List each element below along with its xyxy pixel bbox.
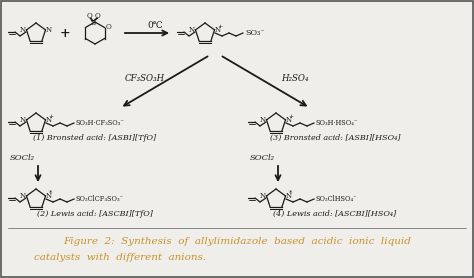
Text: +: +	[217, 24, 222, 29]
Text: N: N	[19, 116, 26, 124]
Text: O: O	[95, 12, 101, 20]
Text: SOCl₂: SOCl₂	[9, 154, 35, 162]
Text: Figure  2:  Synthesis  of  allylimidazole  based  acidic  ionic  liquid: Figure 2: Synthesis of allylimidazole ba…	[63, 237, 411, 245]
Text: SO₃H·CF₃SO₃⁻: SO₃H·CF₃SO₃⁻	[76, 119, 125, 127]
Text: (4) Lewis acid: [ASCBI][HSO₄]: (4) Lewis acid: [ASCBI][HSO₄]	[273, 210, 397, 218]
Text: *: *	[289, 190, 292, 196]
Text: SO₃⁻: SO₃⁻	[245, 29, 264, 37]
Text: CF₃SO₃H: CF₃SO₃H	[125, 73, 165, 83]
Text: SOCl₂: SOCl₂	[249, 154, 274, 162]
Text: N: N	[259, 116, 265, 124]
Text: N: N	[188, 26, 194, 34]
Text: (2) Lewis acid: [ASCBI][TfO]: (2) Lewis acid: [ASCBI][TfO]	[37, 210, 153, 218]
Text: catalysts  with  different  anions.: catalysts with different anions.	[34, 252, 206, 262]
Text: (3) Bronsted acid: [ASBI][HSO₄]: (3) Bronsted acid: [ASBI][HSO₄]	[270, 134, 400, 142]
Text: 0℃: 0℃	[147, 21, 163, 29]
Text: +: +	[288, 115, 293, 120]
Text: N: N	[46, 192, 52, 200]
Text: N: N	[46, 116, 52, 124]
Text: H₂SO₄: H₂SO₄	[281, 73, 309, 83]
Text: (1) Bronsted acid: [ASBI][TfO]: (1) Bronsted acid: [ASBI][TfO]	[34, 134, 156, 142]
Text: N: N	[286, 116, 292, 124]
Text: O: O	[106, 23, 111, 31]
Text: *: *	[49, 190, 52, 196]
Text: S: S	[91, 19, 96, 27]
Text: SO₃H·HSO₄⁻: SO₃H·HSO₄⁻	[316, 119, 358, 127]
Text: SO₂ClCF₃SO₃⁻: SO₂ClCF₃SO₃⁻	[76, 195, 124, 203]
Text: N: N	[286, 192, 292, 200]
Text: N: N	[259, 192, 265, 200]
Text: N: N	[19, 192, 26, 200]
Text: +: +	[60, 26, 70, 39]
Text: SO₂ClHSO₄⁻: SO₂ClHSO₄⁻	[316, 195, 357, 203]
Text: +: +	[48, 115, 53, 120]
Text: N: N	[19, 26, 26, 34]
Text: N: N	[46, 26, 52, 34]
Text: N: N	[215, 26, 221, 34]
Text: O: O	[87, 12, 93, 20]
